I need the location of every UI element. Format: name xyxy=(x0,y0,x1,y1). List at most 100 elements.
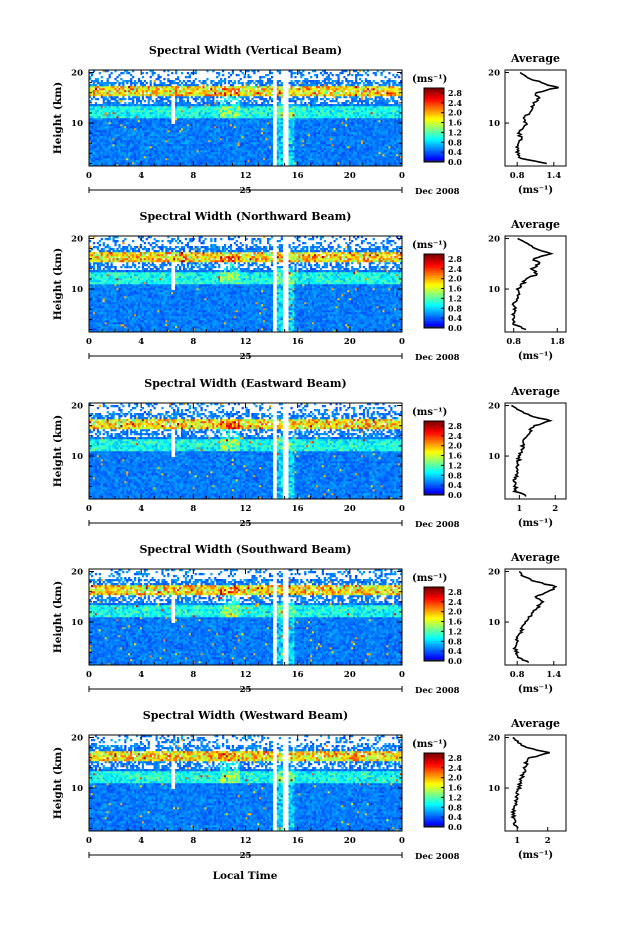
y-axis-label: Height (km) xyxy=(52,581,64,653)
profile-x-tick-label: 2 xyxy=(545,836,551,846)
x-tick-label: 0 xyxy=(399,670,405,680)
beam-panel: Spectral Width (Vertical Beam)2010Height… xyxy=(52,44,566,197)
y-tick-label: 10 xyxy=(71,618,83,628)
y-axis-label: Height (km) xyxy=(52,248,64,320)
colorbar-tick-label: 2.8 xyxy=(448,587,462,597)
profile-y-tick-label: 20 xyxy=(488,235,500,245)
colorbar-tick-label: 0.4 xyxy=(448,313,462,323)
colorbar-tick-label: 0.0 xyxy=(448,656,462,666)
colorbar-tick-label: 0.4 xyxy=(448,480,462,490)
x-tick-label: 8 xyxy=(190,670,196,680)
x-tick-label: 16 xyxy=(292,504,304,514)
colorbar-tick-label: 2.8 xyxy=(448,254,462,264)
profile-y-tick-label: 20 xyxy=(488,568,500,578)
day-label: 25 xyxy=(240,685,252,695)
profile-y-tick-label: 10 xyxy=(488,285,500,295)
colorbar: 2.82.42.01.61.20.80.40.0 xyxy=(424,88,462,167)
panel-title: Spectral Width (Southward Beam) xyxy=(139,543,351,556)
beam-panel: Spectral Width (Eastward Beam)2010Height… xyxy=(52,377,566,530)
heatmap xyxy=(89,735,402,831)
profile-x-label: (ms⁻¹) xyxy=(518,850,553,861)
beam-panel: Spectral Width (Northward Beam) 20 10 Heigh… xyxy=(52,210,566,363)
colorbar-tick-label: 0.0 xyxy=(448,157,462,167)
colorbar-tick-label: 2.4 xyxy=(448,763,462,773)
y-axis-label: Height (km) xyxy=(52,747,64,819)
profile-y-tick-label: 10 xyxy=(488,618,500,628)
date-label: Dec 2008 xyxy=(415,187,460,197)
day-label: 25 xyxy=(240,186,252,196)
x-tick-label: 0 xyxy=(86,670,92,680)
x-tick-label: 0 xyxy=(86,504,92,514)
x-tick-label: 0 xyxy=(86,171,92,181)
day-label: 25 xyxy=(240,851,252,861)
colorbar-tick-label: 0.8 xyxy=(448,470,462,480)
profile-x-tick-label: 0.8 xyxy=(506,337,521,347)
y-tick-label: 20 xyxy=(71,235,83,245)
colorbar-tick-label: 0.0 xyxy=(448,822,462,832)
profile-line xyxy=(514,572,556,663)
profile-y-tick-label: 10 xyxy=(488,784,500,794)
date-label: Dec 2008 xyxy=(415,852,460,862)
date-label: Dec 2008 xyxy=(415,353,460,363)
x-tick-label: 16 xyxy=(292,670,304,680)
profile-x-tick-label: 1.8 xyxy=(550,337,565,347)
y-axis-label: Height (km) xyxy=(52,82,64,154)
colorbar-tick-label: 0.8 xyxy=(448,303,462,313)
x-tick-label: 12 xyxy=(240,670,252,680)
profile-frame xyxy=(505,569,566,665)
colorbar-tick-label: 0.4 xyxy=(448,147,462,157)
y-tick-label: 10 xyxy=(71,784,83,794)
x-tick-label: 16 xyxy=(292,337,304,347)
colorbar-unit: (ms⁻¹) xyxy=(412,739,447,750)
colorbar-tick-label: 1.6 xyxy=(448,118,462,128)
x-tick-label: 20 xyxy=(344,337,356,347)
day-label: 25 xyxy=(240,519,252,529)
beam-panel: Spectral Width (Westward Beam)2010Height… xyxy=(52,709,566,862)
profile-title: Average xyxy=(510,551,560,564)
x-tick-label: 0 xyxy=(86,836,92,846)
profile-x-label: (ms⁻¹) xyxy=(518,185,553,196)
colorbar-tick-label: 2.8 xyxy=(448,421,462,431)
colorbar-tick-label: 0.8 xyxy=(448,802,462,812)
colorbar-tick-label: 0.4 xyxy=(448,646,462,656)
x-tick-label: 20 xyxy=(344,171,356,181)
colorbar-tick-label: 2.0 xyxy=(448,773,462,783)
profile-line xyxy=(511,406,550,497)
y-tick-label: 20 xyxy=(71,402,83,412)
x-tick-label: 8 xyxy=(190,337,196,347)
profile-y-tick-label: 20 xyxy=(488,402,500,412)
profile-x-tick-label: 1 xyxy=(516,504,522,514)
colorbar-tick-label: 0.0 xyxy=(448,323,462,333)
colorbar-tick-label: 0.4 xyxy=(448,812,462,822)
colorbar-tick-label: 1.2 xyxy=(448,127,462,137)
x-tick-label: 20 xyxy=(344,504,356,514)
profile-y-tick-label: 10 xyxy=(488,452,500,462)
colorbar-tick-label: 1.6 xyxy=(448,284,462,294)
panel-title: Spectral Width (Vertical Beam) xyxy=(149,44,342,57)
colorbar-tick-label: 2.0 xyxy=(448,108,462,118)
colorbar-unit: (ms⁻¹) xyxy=(412,573,447,584)
profile-x-tick-label: 0.8 xyxy=(510,670,525,680)
panel-title: Spectral Width (Northward Beam) xyxy=(140,210,352,223)
colorbar-tick-label: 2.8 xyxy=(448,753,462,763)
colorbar-tick-label: 0.8 xyxy=(448,636,462,646)
x-tick-label: 12 xyxy=(240,171,252,181)
y-tick-label: 10 xyxy=(71,452,83,462)
x-tick-label: 4 xyxy=(138,337,144,347)
x-tick-label: 0 xyxy=(399,836,405,846)
profile-x-tick-label: 1 xyxy=(514,836,520,846)
profile-x-label: (ms⁻¹) xyxy=(518,351,553,362)
x-tick-label: 4 xyxy=(138,171,144,181)
colorbar-tick-label: 2.0 xyxy=(448,441,462,451)
x-tick-label: 16 xyxy=(292,171,304,181)
date-label: Dec 2008 xyxy=(415,686,460,696)
colorbar-tick-label: 0.0 xyxy=(448,490,462,500)
profile-y-tick-label: 20 xyxy=(488,69,500,79)
heatmap xyxy=(89,236,402,332)
x-tick-label: 0 xyxy=(399,504,405,514)
heatmap xyxy=(89,70,402,166)
